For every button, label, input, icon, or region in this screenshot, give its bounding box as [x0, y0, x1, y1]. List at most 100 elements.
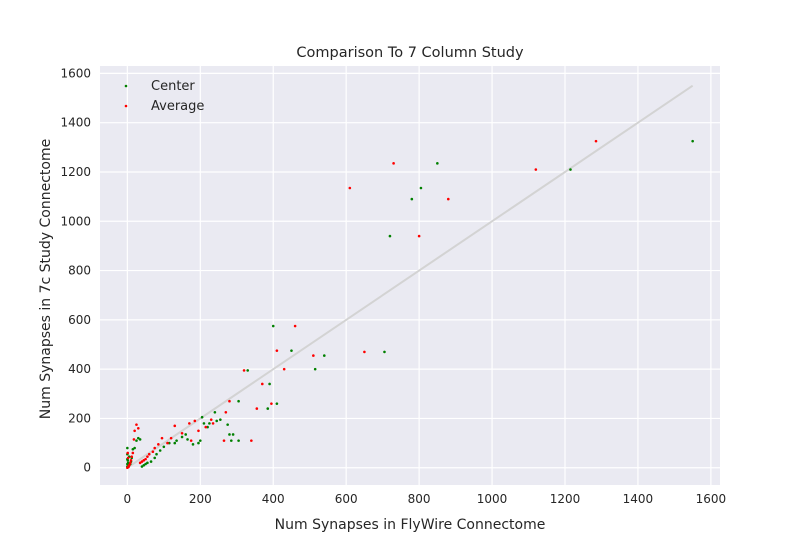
data-point-center	[135, 439, 138, 442]
data-point-average	[147, 452, 151, 456]
data-point-average	[135, 423, 138, 426]
data-point-average	[255, 407, 259, 410]
data-point-average	[136, 427, 140, 430]
data-point-average	[222, 439, 226, 442]
data-point-center	[219, 418, 222, 421]
y-tick-label: 1200	[60, 165, 91, 179]
data-point-center	[237, 399, 240, 403]
data-point-average	[204, 425, 208, 429]
data-point-center	[275, 402, 279, 405]
data-point-average	[126, 451, 130, 455]
data-point-center	[136, 436, 140, 440]
gridlines	[100, 66, 720, 485]
data-point-center	[246, 369, 250, 372]
data-point-center	[208, 422, 211, 425]
data-point-center	[290, 349, 293, 352]
y-tick-label: 400	[68, 362, 91, 376]
data-point-center	[226, 423, 229, 426]
data-point-average	[348, 186, 352, 190]
data-point-center	[322, 354, 326, 357]
y-tick-label: 1400	[60, 116, 91, 130]
legend: Center Average	[124, 79, 204, 114]
y-axis-label: Num Synapses in 7c Study Connectome	[38, 139, 54, 419]
plot-background	[100, 66, 720, 485]
data-point-average	[126, 466, 129, 470]
data-point-center	[138, 438, 142, 441]
data-points	[126, 139, 694, 470]
chart-title: Comparison To 7 Column Study	[296, 45, 524, 61]
data-point-center	[419, 186, 423, 190]
data-point-average	[173, 424, 177, 428]
y-tick-labels: 0 200 400 600 800 1000 1200 1400 1600	[60, 66, 91, 474]
data-point-center	[191, 443, 195, 446]
data-point-center	[198, 439, 202, 442]
series-average	[126, 139, 598, 470]
data-point-average	[193, 419, 197, 423]
data-point-average	[242, 369, 246, 372]
legend-marker-average	[124, 104, 128, 108]
data-point-average	[166, 441, 169, 445]
x-tick-label: 0	[124, 492, 132, 506]
data-point-center	[162, 445, 166, 449]
data-point-average	[188, 422, 191, 425]
data-point-average	[228, 399, 231, 403]
data-point-average	[209, 418, 213, 421]
data-point-center	[206, 425, 209, 429]
data-point-center	[186, 438, 189, 441]
y-tick-label: 1600	[60, 66, 91, 80]
x-tick-label: 1000	[477, 492, 508, 506]
legend-label-center: Center	[151, 79, 195, 94]
reference-line	[126, 84, 694, 469]
data-point-center	[140, 465, 144, 468]
data-point-center	[569, 168, 572, 171]
data-point-center	[155, 452, 158, 456]
data-point-average	[211, 422, 215, 425]
data-point-center	[268, 382, 271, 386]
data-point-average	[282, 367, 286, 371]
data-point-average	[132, 438, 136, 441]
data-point-average	[138, 461, 142, 465]
data-point-center	[410, 197, 414, 201]
x-tick-label: 400	[262, 492, 285, 506]
data-point-center	[691, 139, 694, 143]
data-point-center	[173, 441, 177, 445]
data-point-average	[224, 410, 228, 414]
data-point-center	[131, 447, 135, 451]
data-point-center	[228, 433, 231, 436]
data-point-center	[167, 441, 171, 445]
data-point-average	[153, 446, 157, 450]
data-point-center	[146, 461, 149, 465]
data-point-center	[231, 433, 235, 436]
x-tick-labels: 0 200 400 600 800 1000 1200 1400 1600	[124, 492, 727, 506]
data-point-average	[293, 324, 297, 328]
data-point-average	[169, 436, 173, 440]
x-tick-label: 1600	[696, 492, 727, 506]
data-point-center	[436, 162, 439, 165]
legend-marker-center	[124, 84, 128, 88]
data-point-center	[200, 415, 204, 419]
y-tick-label: 600	[68, 313, 91, 327]
data-point-average	[312, 354, 315, 357]
data-point-average	[270, 402, 273, 405]
data-point-average	[446, 197, 450, 201]
data-point-average	[180, 431, 184, 435]
data-point-average	[189, 439, 193, 442]
data-point-average	[363, 350, 366, 354]
data-point-center	[383, 350, 386, 354]
x-tick-label: 800	[408, 492, 431, 506]
legend-label-average: Average	[151, 99, 204, 114]
data-point-average	[260, 382, 264, 386]
data-point-center	[149, 460, 153, 463]
y-tick-label: 800	[68, 264, 91, 278]
x-tick-label: 1400	[623, 492, 654, 506]
data-point-center	[237, 439, 240, 442]
data-point-average	[392, 162, 395, 165]
x-tick-label: 600	[335, 492, 358, 506]
data-point-average	[140, 460, 144, 463]
data-point-center	[153, 456, 157, 460]
data-point-average	[128, 461, 132, 465]
data-point-center	[213, 410, 217, 414]
data-point-center	[144, 462, 147, 466]
data-point-center	[126, 462, 129, 466]
x-tick-label: 200	[189, 492, 212, 506]
